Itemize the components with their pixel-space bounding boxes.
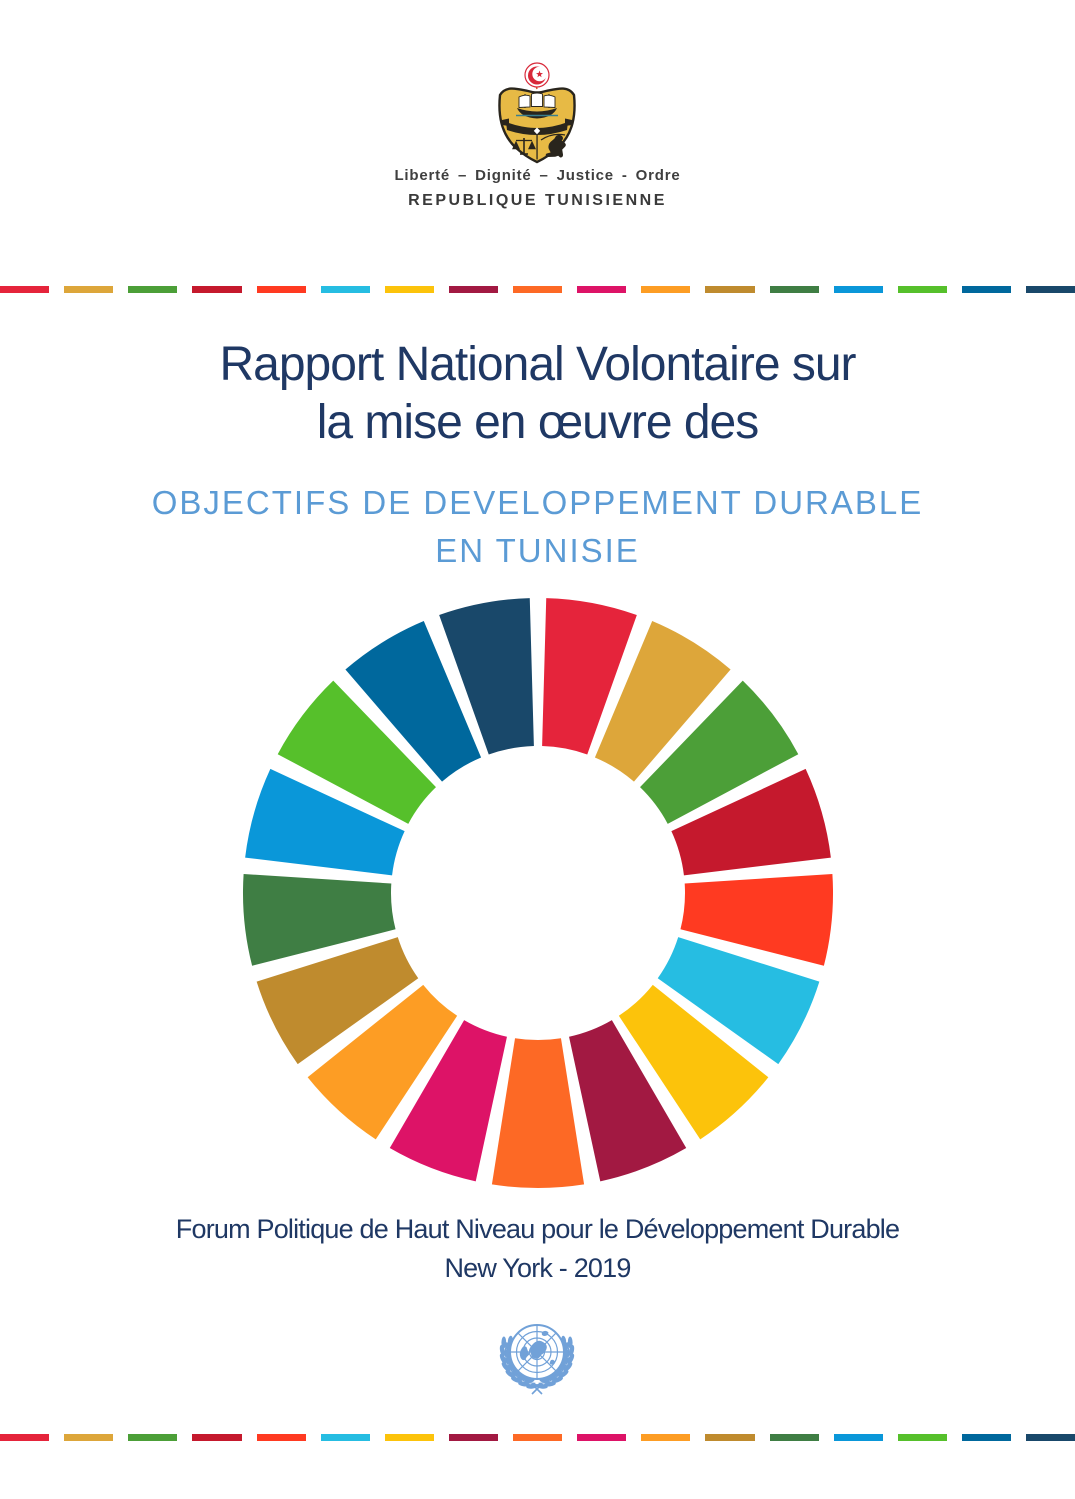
report-title: Rapport National Volontaire sur la mise … (0, 336, 1075, 452)
sdg-dash-segment (1026, 1434, 1075, 1441)
sdg-dash-segment (320, 1434, 370, 1441)
national-motto: Liberté – Dignité – Justice - Ordre (394, 167, 681, 184)
laurel-leaf (501, 1362, 511, 1372)
sdg-dash-segment (448, 286, 498, 293)
sdg-wheel-segment (245, 768, 405, 876)
sdg-dash-segment (448, 1434, 498, 1441)
sdg-wheel-segment (307, 984, 458, 1140)
sdg-dash-segment (384, 1434, 434, 1441)
laurel-leaf (563, 1362, 573, 1372)
laurel-leaf (508, 1364, 517, 1372)
sdg-dash-segment (833, 1434, 883, 1441)
sdg-dash-segment (1026, 286, 1075, 293)
sdg-wheel-svg (242, 598, 834, 1189)
sdg-wheel-segment (256, 937, 419, 1065)
un-emblem-svg (499, 1324, 575, 1395)
laurel-leaf (561, 1335, 567, 1346)
country-name: REPUBLIQUE TUNISIENNE (408, 192, 667, 209)
sdg-dash-segment (897, 1434, 947, 1441)
sdg-dash-segment (513, 286, 563, 293)
sdg-dash-segment (0, 286, 50, 293)
sdg-wheel-segment (594, 621, 731, 782)
sdg-wheel-segment (671, 768, 831, 876)
sdg-wheel-segment (439, 598, 534, 755)
sdg-wheel-segment (345, 621, 482, 782)
laurel-leaf (551, 1376, 563, 1384)
tunisia-coat-of-arms-svg (498, 62, 576, 164)
sdg-dash-segment (256, 286, 306, 293)
sdg-wheel-segment (242, 873, 396, 966)
sdg-dash-segment (769, 286, 819, 293)
ribbon-band-icon (502, 118, 572, 135)
sdg-dash-segment (0, 1434, 50, 1441)
sdg-wheel-segment (491, 1038, 585, 1189)
sdg-dash-segment (64, 286, 114, 293)
sdg-wheel-segment (277, 680, 436, 824)
sdg-dash-segment (192, 1434, 242, 1441)
tunisia-coat-of-arms-icon (472, 55, 602, 170)
laurel-leaf (499, 1353, 507, 1365)
sdg-wheel-segment (680, 873, 834, 966)
sdg-dash-line-bottom (0, 1434, 1075, 1441)
laurel-leaf (552, 1370, 562, 1377)
sdg-dash-segment (192, 286, 242, 293)
laurel-leaf (507, 1335, 513, 1346)
sdg-dash-segment (961, 1434, 1011, 1441)
laurel-leaf (567, 1336, 573, 1349)
sdg-wheel-segment (569, 1020, 687, 1182)
laurel-leaf (567, 1353, 575, 1365)
sdg-dash-segment (577, 286, 627, 293)
sdg-dash-segment (641, 286, 691, 293)
laurel-leaf (501, 1336, 507, 1349)
event-info: Forum Politique de Haut Niveau pour le D… (0, 1210, 1075, 1288)
ship-icon (516, 92, 558, 119)
laurel-leaf (558, 1370, 569, 1379)
sdg-dash-segment (577, 1434, 627, 1441)
sdg-dash-segment (769, 1434, 819, 1441)
sdg-dash-segment (705, 1434, 755, 1441)
sdg-dash-segment (513, 1434, 563, 1441)
sdg-dash-segment (705, 286, 755, 293)
lion-icon (540, 133, 566, 158)
laurel-leaf (560, 1357, 568, 1366)
sdg-dash-segment (641, 1434, 691, 1441)
sdg-dash-segment (384, 286, 434, 293)
sdg-dash-segment (128, 286, 178, 293)
crescent-star-icon (524, 62, 550, 88)
sdg-wheel-segment (542, 598, 637, 755)
continents-shape (519, 1330, 555, 1365)
sdg-dash-segment (256, 1434, 306, 1441)
globe-icon (509, 1324, 565, 1380)
laurel-branches-icon (499, 1335, 575, 1395)
event-name: Forum Politique de Haut Niveau pour le D… (175, 1214, 900, 1244)
shield-icon (498, 87, 576, 164)
laurel-leaf (557, 1364, 566, 1372)
sdg-dash-segment (897, 286, 947, 293)
sdg-wheel-segment (618, 984, 769, 1140)
laurel-leaf (512, 1370, 522, 1377)
sdg-dash-segment (833, 286, 883, 293)
un-emblem-icon (485, 1312, 589, 1406)
report-subtitle-line2: EN TUNISIE (435, 532, 640, 569)
shield-divider (536, 135, 538, 160)
report-subtitle-line1: OBJECTIFS DE DEVELOPPEMENT DURABLE (151, 484, 924, 521)
sdg-wheel-segment (640, 680, 799, 824)
sdg-dash-line-top (0, 286, 1075, 293)
event-place-year: New York - 2019 (444, 1253, 631, 1283)
sdg-wheel-segment (657, 937, 820, 1065)
laurel-leaf (505, 1370, 516, 1379)
sdg-dash-segment (320, 286, 370, 293)
report-subtitle: OBJECTIFS DE DEVELOPPEMENT DURABLE EN TU… (0, 479, 1075, 575)
laurel-leaf (506, 1357, 514, 1366)
sdg-wheel-segment (389, 1020, 507, 1182)
sdg-dash-segment (64, 1434, 114, 1441)
laurel-leaf (511, 1376, 523, 1384)
sdg-dash-segment (961, 286, 1011, 293)
scales-of-justice-icon (512, 138, 536, 155)
report-title-line2: la mise en œuvre des (316, 396, 760, 449)
sdg-dash-segment (128, 1434, 178, 1441)
sdg-wheel-icon (238, 593, 838, 1193)
report-title-line1: Rapport National Volontaire sur (219, 338, 856, 391)
